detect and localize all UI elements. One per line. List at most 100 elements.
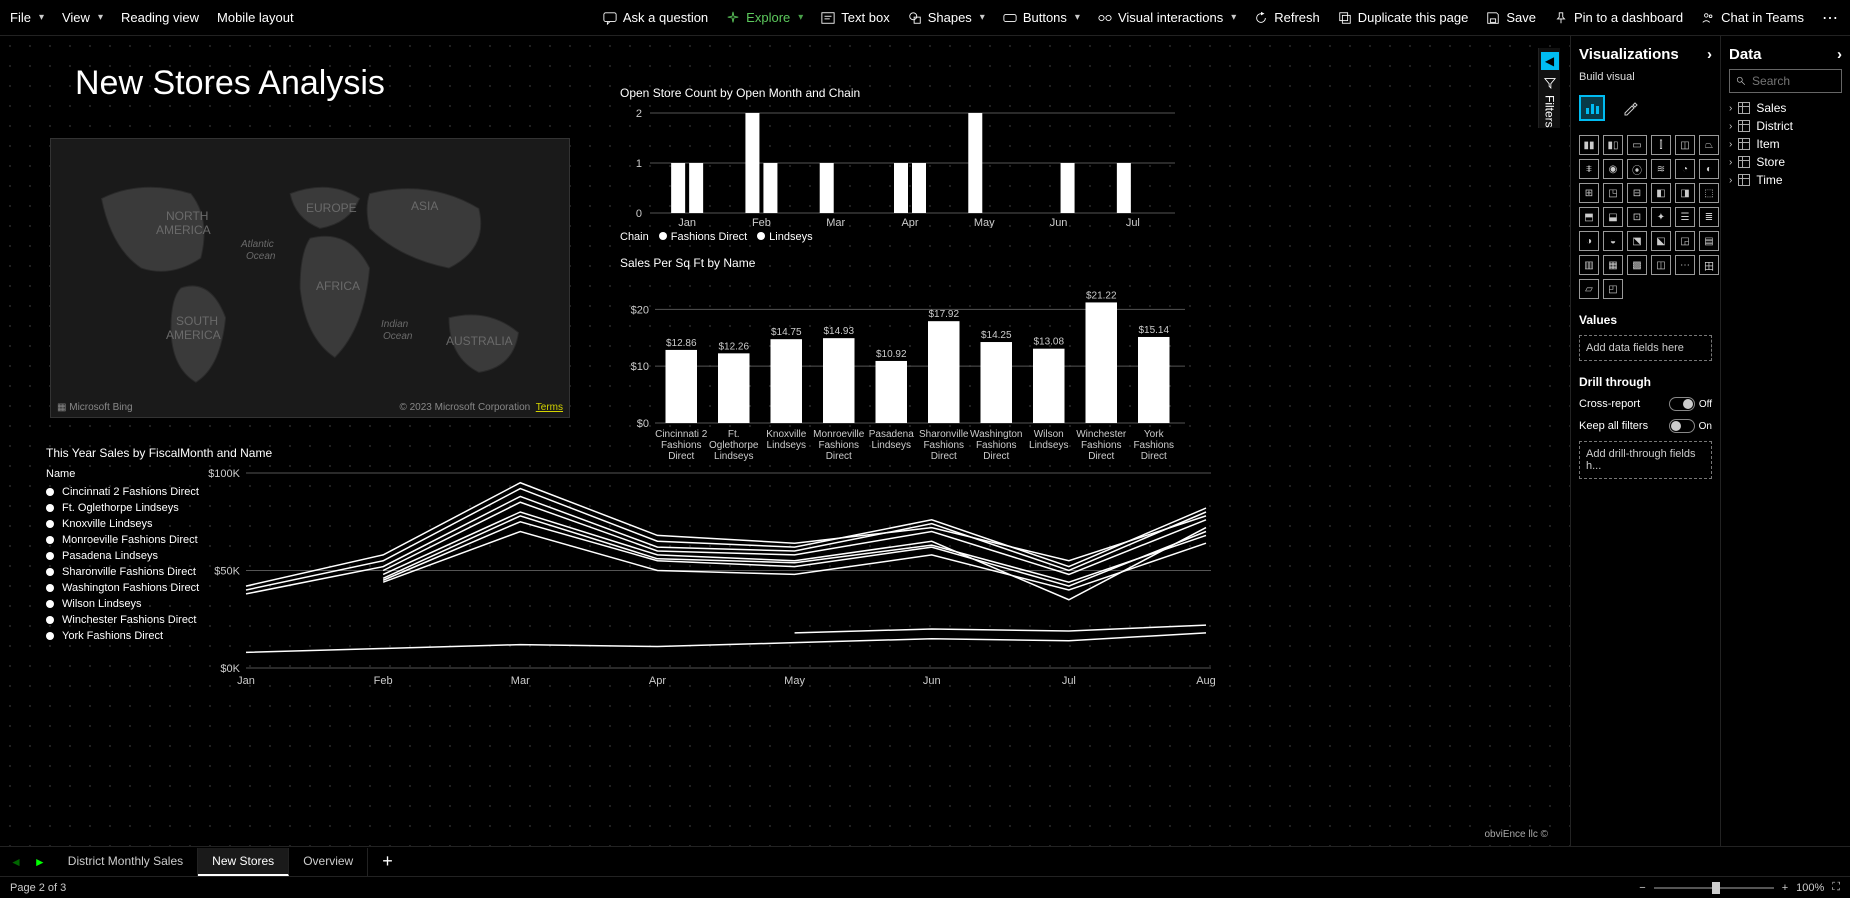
- viz-type-button[interactable]: ▭: [1627, 135, 1647, 155]
- zoom-out-button[interactable]: −: [1639, 882, 1645, 894]
- viz-type-button[interactable]: ⊟: [1627, 183, 1647, 203]
- map-visual[interactable]: NORTH AMERICA SOUTH AMERICA EUROPE AFRIC…: [50, 138, 570, 418]
- viz-type-button[interactable]: ◐: [1699, 159, 1719, 179]
- legend-item[interactable]: Pasadena Lindseys: [46, 550, 206, 562]
- this-year-sales-chart[interactable]: This Year Sales by FiscalMonth and Name …: [46, 446, 1216, 688]
- data-search-box[interactable]: [1729, 69, 1842, 93]
- buttons-button[interactable]: Buttons: [1003, 10, 1080, 25]
- add-page-button[interactable]: +: [372, 851, 403, 872]
- shapes-button[interactable]: Shapes: [908, 10, 985, 25]
- cross-report-toggle[interactable]: [1669, 397, 1695, 411]
- drillthrough-field-well[interactable]: Add drill-through fields h...: [1579, 441, 1712, 479]
- chat-teams-button[interactable]: Chat in Teams: [1701, 10, 1804, 25]
- viz-type-button[interactable]: ⩨: [1579, 159, 1599, 179]
- ask-question-button[interactable]: Ask a question: [603, 10, 708, 25]
- explore-button[interactable]: Explore: [726, 10, 803, 25]
- fit-to-page-button[interactable]: ⛶: [1832, 881, 1840, 894]
- viz-type-button[interactable]: ◑: [1579, 231, 1599, 251]
- legend-item[interactable]: Wilson Lindseys: [46, 598, 206, 610]
- viz-type-button[interactable]: ◔: [1675, 159, 1695, 179]
- viz-type-button[interactable]: ≋: [1651, 159, 1671, 179]
- mobile-layout-button[interactable]: Mobile layout: [217, 10, 294, 25]
- expand-filters-button[interactable]: ◀: [1541, 52, 1559, 70]
- collapse-data-pane-button[interactable]: ›: [1837, 46, 1842, 63]
- map-terms-link[interactable]: Terms: [536, 402, 563, 413]
- viz-type-button[interactable]: ⬕: [1651, 231, 1671, 251]
- page-tab[interactable]: District Monthly Sales: [54, 848, 198, 876]
- shapes-icon: [908, 11, 922, 25]
- viz-type-button[interactable]: ◉: [1603, 159, 1623, 179]
- viz-type-button[interactable]: ◧: [1651, 183, 1671, 203]
- page-tab[interactable]: New Stores: [198, 848, 289, 876]
- refresh-button[interactable]: Refresh: [1254, 10, 1320, 25]
- viz-type-button[interactable]: ◰: [1603, 279, 1623, 299]
- zoom-slider[interactable]: [1654, 887, 1774, 889]
- pin-dashboard-button[interactable]: Pin to a dashboard: [1554, 10, 1683, 25]
- viz-type-button[interactable]: ✦: [1651, 207, 1671, 227]
- viz-type-button[interactable]: ≣: [1699, 207, 1719, 227]
- duplicate-icon: [1338, 11, 1352, 25]
- visual-interactions-button[interactable]: Visual interactions: [1098, 10, 1236, 25]
- viz-type-button[interactable]: ◫: [1675, 135, 1695, 155]
- more-options-button[interactable]: ⋯: [1822, 8, 1840, 28]
- zoom-in-button[interactable]: +: [1782, 882, 1788, 894]
- open-store-count-chart[interactable]: Open Store Count by Open Month and Chain…: [620, 86, 1180, 243]
- viz-type-button[interactable]: ⬔: [1627, 231, 1647, 251]
- viz-type-button[interactable]: ⊞: [1579, 183, 1599, 203]
- data-search-input[interactable]: [1752, 74, 1835, 88]
- viz-type-button[interactable]: ▮▯: [1603, 135, 1623, 155]
- data-table-item[interactable]: ›District: [1729, 117, 1842, 135]
- viz-type-button[interactable]: ▥: [1579, 255, 1599, 275]
- viz-type-button[interactable]: ▤: [1699, 231, 1719, 251]
- viz-type-button[interactable]: ☰: [1675, 207, 1695, 227]
- legend-item[interactable]: Winchester Fashions Direct: [46, 614, 206, 626]
- data-table-item[interactable]: ›Sales: [1729, 99, 1842, 117]
- legend-item[interactable]: Sharonville Fashions Direct: [46, 566, 206, 578]
- viz-type-button[interactable]: ▩: [1627, 255, 1647, 275]
- file-menu[interactable]: File: [10, 10, 44, 25]
- viz-type-button[interactable]: ◲: [1675, 231, 1695, 251]
- viz-type-button[interactable]: ▦: [1603, 255, 1623, 275]
- viz-type-button[interactable]: ⬚: [1699, 183, 1719, 203]
- duplicate-page-button[interactable]: Duplicate this page: [1338, 10, 1469, 25]
- svg-text:Mar: Mar: [826, 217, 845, 228]
- prev-page-button[interactable]: ◄: [6, 855, 26, 869]
- next-page-button[interactable]: ►: [30, 855, 50, 869]
- text-box-button[interactable]: Text box: [821, 10, 889, 25]
- viz-type-button[interactable]: ◫: [1651, 255, 1671, 275]
- viz-type-button[interactable]: ⦿: [1627, 159, 1647, 179]
- view-menu[interactable]: View: [62, 10, 103, 25]
- viz-type-button[interactable]: ▱: [1579, 279, 1599, 299]
- filters-collapsed-pane[interactable]: ◀ Filters: [1538, 48, 1560, 128]
- data-table-item[interactable]: ›Store: [1729, 153, 1842, 171]
- values-field-well[interactable]: Add data fields here: [1579, 335, 1712, 361]
- legend-item[interactable]: York Fashions Direct: [46, 630, 206, 642]
- viz-type-button[interactable]: ▮▮: [1579, 135, 1599, 155]
- legend-item[interactable]: Cincinnati 2 Fashions Direct: [46, 486, 206, 498]
- legend-item[interactable]: Knoxville Lindseys: [46, 518, 206, 530]
- format-visual-tab[interactable]: [1617, 95, 1643, 121]
- legend-item[interactable]: Ft. Oglethorpe Lindseys: [46, 502, 206, 514]
- viz-type-button[interactable]: 田: [1699, 255, 1719, 275]
- legend-item[interactable]: Washington Fashions Direct: [46, 582, 206, 594]
- viz-type-button[interactable]: ◒: [1603, 231, 1623, 251]
- keep-filters-toggle[interactable]: [1669, 419, 1695, 433]
- viz-type-button[interactable]: ◳: [1603, 183, 1623, 203]
- viz-type-button[interactable]: ⬒: [1579, 207, 1599, 227]
- viz-type-button[interactable]: ◨: [1675, 183, 1695, 203]
- viz-type-button[interactable]: ⬓: [1603, 207, 1623, 227]
- svg-text:Cincinnati 2: Cincinnati 2: [655, 429, 708, 440]
- save-button[interactable]: Save: [1486, 10, 1536, 25]
- legend-item[interactable]: Monroeville Fashions Direct: [46, 534, 206, 546]
- viz-type-button[interactable]: ⊡: [1627, 207, 1647, 227]
- data-table-item[interactable]: ›Item: [1729, 135, 1842, 153]
- page-tab[interactable]: Overview: [289, 848, 368, 876]
- reading-view-button[interactable]: Reading view: [121, 10, 199, 25]
- data-table-item[interactable]: ›Time: [1729, 171, 1842, 189]
- viz-type-button[interactable]: ⏢: [1699, 135, 1719, 155]
- viz-type-button[interactable]: ⋯: [1675, 255, 1695, 275]
- viz-type-button[interactable]: ⫿: [1651, 135, 1671, 155]
- report-canvas[interactable]: New Stores Analysis NORTH: [0, 36, 1570, 846]
- build-visual-tab[interactable]: [1579, 95, 1605, 121]
- collapse-viz-pane-button[interactable]: ›: [1707, 46, 1712, 63]
